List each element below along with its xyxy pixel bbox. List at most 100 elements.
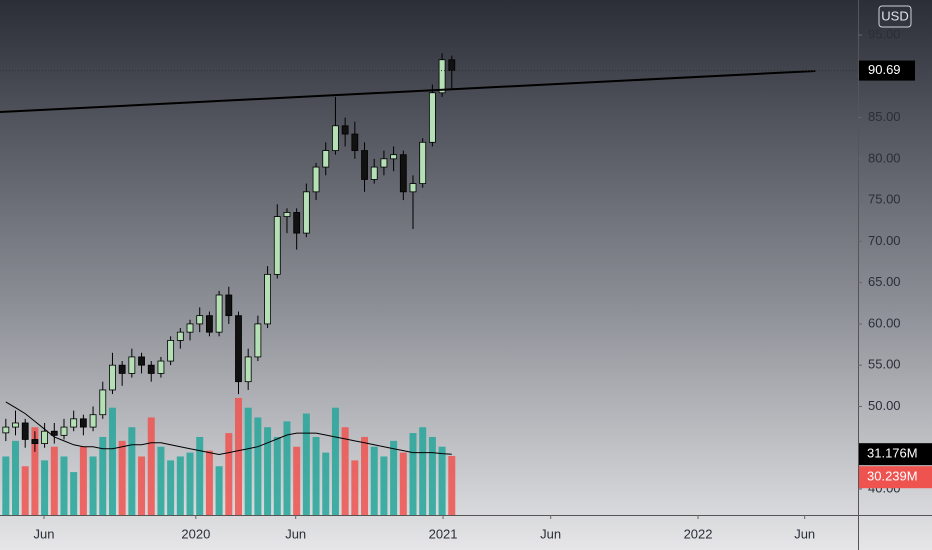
volume-bar [41,460,49,515]
candle-body [109,364,116,391]
volume-badge [859,466,932,489]
volume-bar [70,472,78,515]
candle-body [302,191,310,234]
candle-body [283,212,291,217]
y-tick-label: 60.00 [868,315,901,330]
candle-body [428,92,436,143]
y-tick-label: 95.00 [868,26,901,41]
candle-body [138,356,145,366]
candle-body [118,364,126,374]
volume-ma-label: 31.176M [867,446,918,461]
volume-ma-badge [859,443,932,466]
volume-label: 30.239M [867,469,918,484]
volume-bar [370,446,378,515]
candle-body [332,125,339,151]
volume-bar [390,440,398,515]
volume-bar [167,460,175,515]
x-tick-label: Jun [794,526,815,541]
candle-body [370,166,378,180]
candle-body [79,418,87,428]
x-tick-label: 2020 [181,526,210,541]
volume-bar [2,456,10,515]
volume-bar [225,433,233,515]
volume-bar [293,446,301,515]
candle-body [60,426,68,436]
currency-box[interactable] [878,5,912,28]
candle-body [196,315,204,325]
candle-body [99,389,107,416]
candle-body [293,212,301,234]
volume-bar [448,456,456,515]
volume-bar [50,446,58,515]
candle-body [41,430,48,444]
candle-body [264,273,271,325]
candle-body [341,125,349,135]
volume-bar [12,440,20,515]
candle-body [70,418,78,428]
volume-bar [428,436,436,515]
candle-body [254,323,262,358]
candle-body [409,183,417,193]
candle-body [273,216,281,275]
y-tick-label: 55.00 [868,357,901,372]
candle-body [390,154,398,160]
candle-body [380,158,388,168]
candle-body [50,430,58,436]
volume-bar [186,452,194,515]
candle-body [31,439,39,444]
volume-bar [244,407,252,515]
volume-bar [108,407,116,515]
x-tick-label: 2021 [429,526,458,541]
candle-body [235,315,242,383]
y-tick-label: 70.00 [868,233,901,248]
volume-bar [215,466,223,515]
candle-body [157,360,165,374]
volume-bar [60,456,68,515]
volume-bar [302,413,310,515]
volume-bar [118,440,126,515]
volume-bar [176,456,184,515]
volume-bar [196,436,204,515]
candle-body [2,426,10,434]
x-tick-label: 2022 [684,526,713,541]
candle-body [147,364,155,374]
candle-body [322,150,330,168]
candle-body [225,294,233,317]
last-price-label: 90.69 [868,62,901,77]
candle-body [206,315,213,333]
y-tick-label: 80.00 [868,150,901,165]
volume-bar [331,407,339,515]
y-tick-label: 50.00 [868,398,901,413]
volume-bar [147,417,155,515]
volume-bar [138,456,146,515]
candle-body [128,356,136,374]
volume-bar [283,421,291,515]
volume-bar [341,427,349,515]
volume-bar [351,460,359,515]
x-tick-label: Jun [540,526,561,541]
candle-body [419,141,427,184]
volume-bar [322,452,330,515]
candle-body [186,323,194,333]
candle-body [176,331,184,341]
volume-bar [234,397,242,515]
candle-body [215,294,223,333]
volume-bar [31,427,39,515]
volume-bar [205,450,213,515]
y-tick-label: 75.00 [868,192,901,207]
volume-bar [409,433,417,515]
candle-body [167,340,175,362]
candle-body [21,422,29,440]
volume-bar [419,427,427,515]
candle-body [244,356,252,383]
volume-bar [273,436,281,515]
volume-bar [79,446,87,515]
volume-bar [128,427,136,515]
candle-body [312,166,320,193]
volume-bar [21,466,29,515]
volume-bar [312,436,320,515]
volume-ma-line [5,401,452,456]
volume-bar [157,446,165,515]
